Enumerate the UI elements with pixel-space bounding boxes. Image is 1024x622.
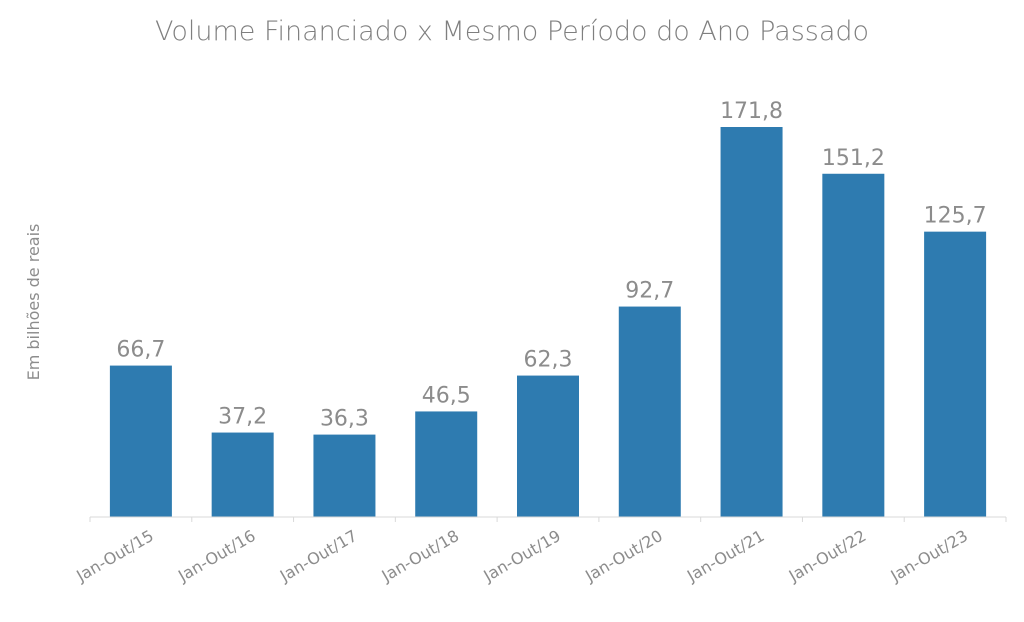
data-label: 171,8: [720, 99, 783, 124]
x-tick-label: Jan-Out/18: [378, 526, 463, 586]
x-tick-label: Jan-Out/19: [479, 526, 564, 586]
x-tick-label: Jan-Out/17: [276, 526, 361, 586]
data-label: 62,3: [524, 348, 573, 373]
chart-title: Volume Financiado x Mesmo Período do Ano…: [155, 16, 869, 47]
data-label: 36,3: [320, 407, 369, 432]
y-axis-label: Em bilhões de reais: [24, 224, 43, 381]
x-tick-label: Jan-Out/23: [887, 526, 972, 586]
bar: [313, 434, 376, 517]
data-label: 92,7: [625, 279, 674, 304]
x-tick-label: Jan-Out/16: [174, 526, 259, 586]
bar: [211, 432, 274, 517]
bar: [822, 173, 885, 517]
bars-layer: [109, 127, 987, 517]
x-tick-label: Jan-Out/21: [683, 526, 768, 586]
data-label: 46,5: [422, 383, 471, 408]
bar: [109, 365, 172, 517]
x-ticks-layer: [89, 517, 1007, 522]
x-tick-label: Jan-Out/15: [72, 526, 157, 586]
bar: [720, 127, 783, 517]
x-tick-label: Jan-Out/20: [581, 526, 666, 586]
data-label: 66,7: [116, 338, 165, 363]
bar: [517, 375, 579, 517]
data-label: 125,7: [924, 204, 987, 229]
x-tick-labels-layer: Jan-Out/15 Jan-Out/16 Jan-Out/17 Jan-Out/18…: [72, 526, 971, 586]
data-label: 37,2: [218, 405, 267, 430]
bar: [618, 306, 681, 517]
bar: [415, 411, 478, 517]
data-label: 151,2: [822, 146, 885, 171]
x-tick-label: Jan-Out/22: [785, 526, 870, 586]
bar: [924, 231, 987, 517]
data-labels-layer: 66,7 37,2 36,3 46,5 62,3 92,7 171,8 151,2 125,7: [116, 99, 986, 432]
